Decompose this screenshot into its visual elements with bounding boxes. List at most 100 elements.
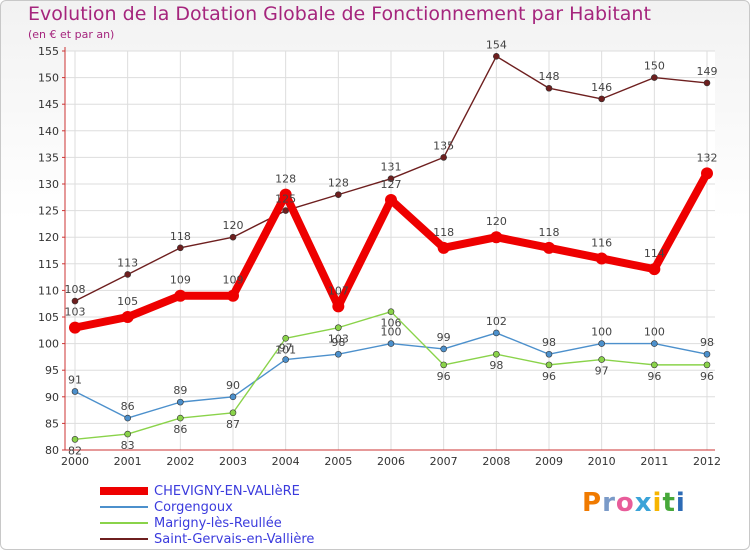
data-point — [177, 244, 184, 252]
data-label: 86 — [121, 400, 135, 413]
data-point — [229, 233, 237, 241]
data-label: 89 — [173, 384, 187, 397]
axes: 80 85 90 95 100 105 110 115 120 125 130 135 140 145 15… — [38, 45, 721, 468]
legend-label: Corgengoux — [154, 499, 233, 515]
data-label: 101 — [275, 343, 296, 356]
data-label: 90 — [226, 379, 240, 392]
data-point — [493, 53, 500, 60]
data-point — [543, 241, 555, 254]
data-label: 113 — [117, 256, 138, 269]
data-point — [282, 207, 289, 214]
data-label: 100 — [381, 326, 402, 339]
data-label: 109 — [170, 274, 191, 287]
series-lines — [69, 53, 713, 443]
x-tick-label: 2009 — [535, 455, 563, 468]
data-point — [703, 79, 711, 87]
legend-swatch-saint-gervais — [100, 538, 148, 540]
data-point — [490, 231, 503, 244]
data-point — [387, 175, 395, 182]
data-label: 87 — [226, 418, 240, 431]
data-label: 118 — [539, 226, 560, 239]
data-point — [598, 340, 605, 347]
x-tick-label: 2006 — [377, 455, 405, 468]
data-label: 120 — [223, 219, 244, 232]
data-label: 128 — [328, 177, 349, 190]
logo-letter: t — [662, 488, 676, 518]
data-point — [703, 350, 711, 358]
data-label: 150 — [644, 60, 665, 73]
data-label: 114 — [644, 247, 665, 260]
logo-letter: i — [675, 488, 686, 518]
data-point — [335, 324, 342, 331]
proxiti-logo: Proxiti — [582, 488, 686, 518]
data-point — [71, 436, 79, 443]
data-labels: 108 113 118 120 125 128 131 135 154 148 146 150 149 8… — [65, 38, 718, 457]
legend-item-chevigny: CHEVIGNY-EN-VALIèRE — [100, 483, 314, 499]
y-tick-label: 150 — [38, 72, 59, 85]
data-label: 98 — [542, 336, 556, 349]
x-tick-label: 2000 — [61, 455, 89, 468]
data-point — [440, 345, 447, 353]
data-point — [598, 95, 605, 103]
data-label: 106 — [381, 317, 402, 330]
data-label: 99 — [437, 331, 451, 344]
data-point — [335, 191, 342, 198]
data-label: 83 — [121, 439, 135, 452]
logo-letter: i — [652, 488, 663, 518]
y-tick-label: 90 — [45, 391, 59, 404]
x-tick-label: 2010 — [588, 455, 616, 468]
legend-swatch-chevigny — [100, 487, 148, 495]
data-label: 148 — [539, 70, 560, 83]
grid — [65, 50, 715, 451]
data-point — [177, 398, 184, 406]
data-label: 149 — [697, 65, 718, 78]
y-tick-label: 115 — [38, 258, 59, 271]
data-point — [385, 193, 397, 206]
data-point — [282, 334, 289, 342]
data-point — [279, 188, 292, 201]
data-label: 98 — [489, 359, 503, 372]
data-label: 100 — [591, 326, 612, 339]
data-label: 132 — [697, 151, 718, 164]
legend-item-saint-gervais: Saint-Gervais-en-Vallière — [100, 531, 314, 547]
data-point — [387, 308, 395, 315]
data-point — [71, 388, 79, 395]
data-label: 118 — [170, 230, 191, 243]
data-point — [493, 350, 500, 358]
data-label: 103 — [65, 306, 86, 319]
data-label: 146 — [591, 81, 612, 94]
y-tick-label: 100 — [38, 338, 59, 351]
data-point — [124, 430, 131, 438]
x-tick-label: 2002 — [166, 455, 194, 468]
logo-letter: o — [615, 488, 635, 518]
logo-letter: x — [634, 488, 653, 518]
legend: CHEVIGNY-EN-VALIèRE Corgengoux Marigny-l… — [100, 483, 314, 547]
y-tick-label: 145 — [38, 98, 59, 111]
legend-swatch-marigny — [100, 522, 148, 524]
data-point — [545, 361, 553, 369]
data-label: 135 — [433, 139, 454, 152]
chart-title: Evolution de la Dotation Globale de Fonc… — [28, 3, 651, 25]
data-label: 116 — [591, 236, 612, 249]
y-tick-label: 130 — [38, 178, 59, 191]
data-label: 131 — [381, 161, 402, 174]
x-tick-label: 2005 — [324, 455, 352, 468]
x-tick-label: 2007 — [430, 455, 458, 468]
data-point — [437, 241, 450, 254]
data-label: 96 — [437, 370, 451, 383]
data-label: 98 — [331, 336, 345, 349]
data-label: 103 — [328, 333, 349, 346]
data-label: 102 — [486, 315, 507, 328]
data-point — [124, 271, 131, 278]
data-point — [69, 321, 81, 334]
data-point — [493, 329, 500, 337]
data-label: 120 — [486, 215, 507, 228]
data-point — [282, 356, 289, 363]
y-tick-label: 95 — [45, 364, 59, 377]
y-tick-label: 140 — [38, 125, 59, 138]
data-point — [124, 414, 131, 422]
legend-swatch-corgengoux — [100, 506, 148, 508]
legend-item-corgengoux: Corgengoux — [100, 499, 314, 515]
data-label: 154 — [486, 38, 507, 51]
